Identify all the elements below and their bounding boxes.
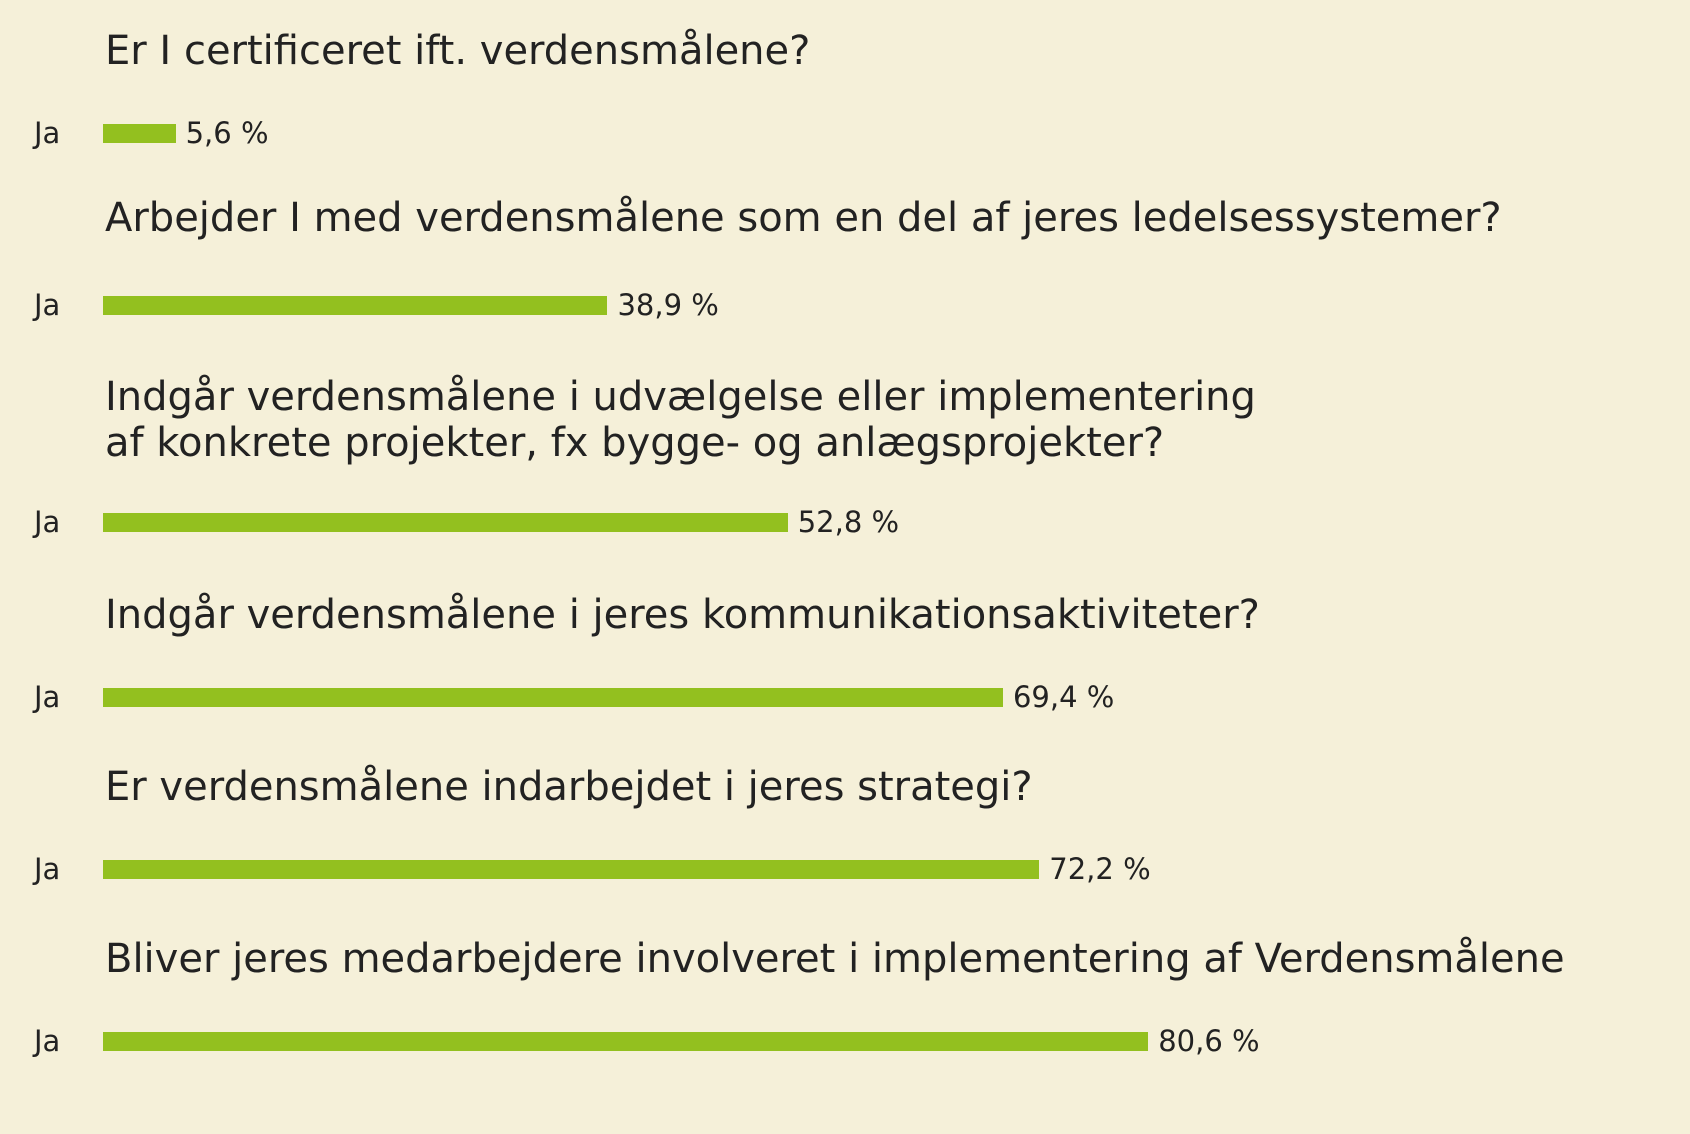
value-label: 72,2 % xyxy=(1049,852,1151,886)
bar xyxy=(103,513,788,532)
question-title: Indgår verdensmålene i jeres kommunikati… xyxy=(105,592,1260,638)
question-title: Er verdensmålene indarbejdet i jeres str… xyxy=(105,764,1033,810)
category-label: Ja xyxy=(34,680,61,714)
question-title: Arbejder I med verdensmålene som en del … xyxy=(105,195,1502,241)
question-title: Bliver jeres medarbejdere involveret i i… xyxy=(105,936,1565,982)
question-title: Indgår verdensmålene i udvælgelse eller … xyxy=(105,374,1256,466)
question-title: Er I certificeret ift. verdensmålene? xyxy=(105,28,811,74)
bar xyxy=(103,296,608,315)
value-label: 80,6 % xyxy=(1158,1024,1260,1058)
value-label: 5,6 % xyxy=(185,116,269,150)
value-label: 69,4 % xyxy=(1012,680,1115,714)
bar xyxy=(103,688,1003,707)
category-label: Ja xyxy=(34,505,61,539)
bar xyxy=(103,124,176,143)
category-label: Ja xyxy=(34,288,61,322)
category-label: Ja xyxy=(34,116,61,150)
category-label: Ja xyxy=(34,852,61,886)
value-label: 38,9 % xyxy=(617,288,719,322)
bar xyxy=(103,860,1040,879)
bar xyxy=(103,1032,1149,1051)
value-label: 52,8 % xyxy=(797,505,900,539)
category-label: Ja xyxy=(34,1024,61,1058)
